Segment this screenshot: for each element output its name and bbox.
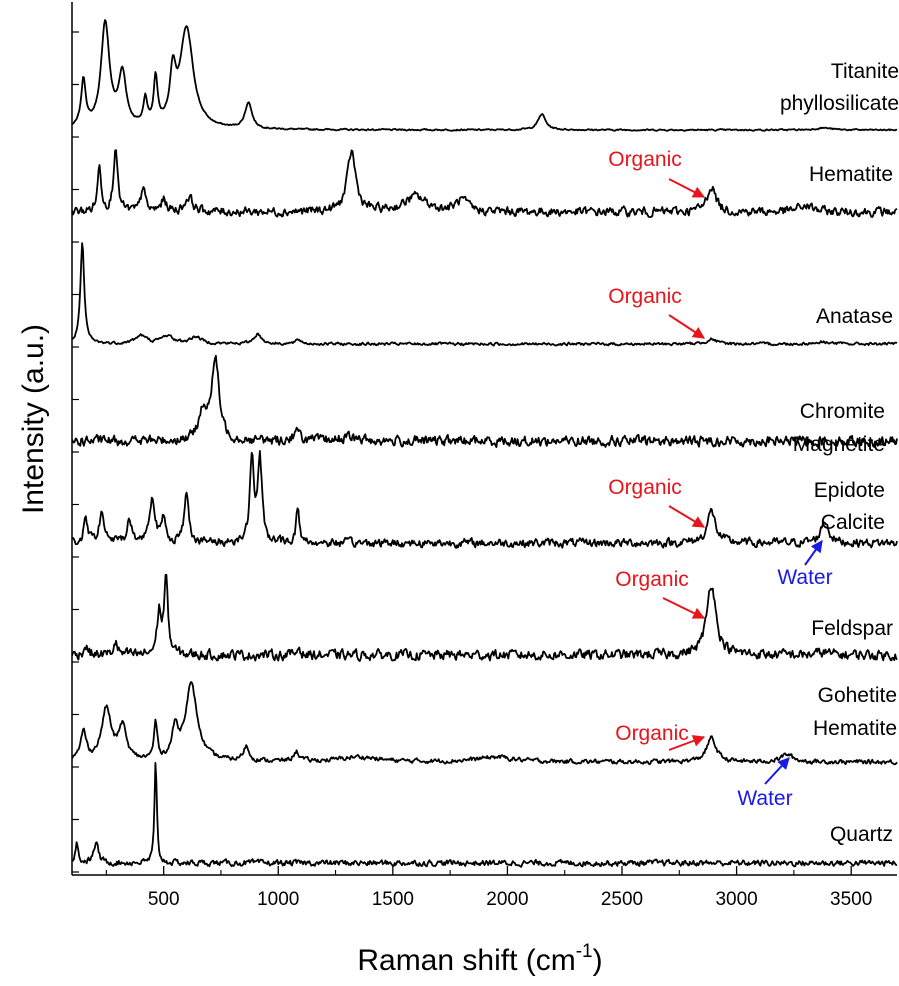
y-axis-title: Intensity (a.u.) (17, 324, 50, 514)
x-axis-title: Raman shift (cm-1) (357, 941, 602, 977)
organic-label: Organic (608, 148, 682, 171)
x-axis-title-sup: -1 (576, 941, 593, 962)
series-label: Chromite (800, 400, 885, 423)
x-tick-label: 3000 (715, 889, 757, 910)
x-tick-label: 1000 (257, 889, 299, 910)
spectrum-line-5 (71, 573, 898, 662)
spectrum-line-2 (71, 242, 898, 347)
organic-arrow (668, 735, 706, 751)
spectrum-line-4 (71, 450, 898, 549)
organic-label: Organic (615, 568, 689, 591)
spectrum-line-7 (71, 762, 898, 868)
water-label: Water (737, 787, 792, 810)
organic-label: Organic (608, 285, 682, 308)
organic-label: Organic (615, 722, 689, 745)
x-tick-label: 500 (148, 889, 180, 910)
spectrum-line-0 (71, 19, 898, 132)
series-label: Calcite (821, 511, 885, 534)
water-label: Water (777, 566, 832, 589)
series-label: Feldspar (811, 617, 893, 640)
x-tick-label: 3500 (830, 889, 872, 910)
organic-arrow (668, 178, 706, 198)
series-label: Anatase (816, 305, 893, 328)
x-axis-title-main: Raman shift (cm (357, 944, 575, 977)
series-label: Titanite (831, 60, 899, 83)
series-label: Magnetite (793, 433, 885, 456)
organic-arrow (668, 314, 706, 339)
series-label: Quartz (830, 823, 893, 846)
organic-arrow (662, 597, 706, 619)
series-label: Gohetite (818, 684, 897, 707)
spectrum-line-6 (71, 681, 898, 766)
x-tick-label: 2500 (601, 889, 643, 910)
series-label: phyllosilicate (780, 92, 899, 115)
plot-area: 500 1000 1500 2000 2500 3000 3500 Titanite phyll… (71, 2, 899, 910)
x-tick-label: 1500 (372, 889, 414, 910)
x-axis-title-end: ) (593, 944, 603, 977)
series-label: Epidote (814, 479, 885, 502)
series-label: Hematite (813, 717, 897, 740)
organic-label: Organic (608, 476, 682, 499)
x-tick-label: 2000 (486, 889, 528, 910)
series-label: Hematite (809, 163, 893, 186)
spectrum-line-3 (71, 354, 898, 449)
spectrum-line-1 (71, 149, 898, 218)
water-arrow (764, 757, 790, 785)
water-arrow (804, 540, 823, 566)
organic-arrow (668, 505, 706, 528)
